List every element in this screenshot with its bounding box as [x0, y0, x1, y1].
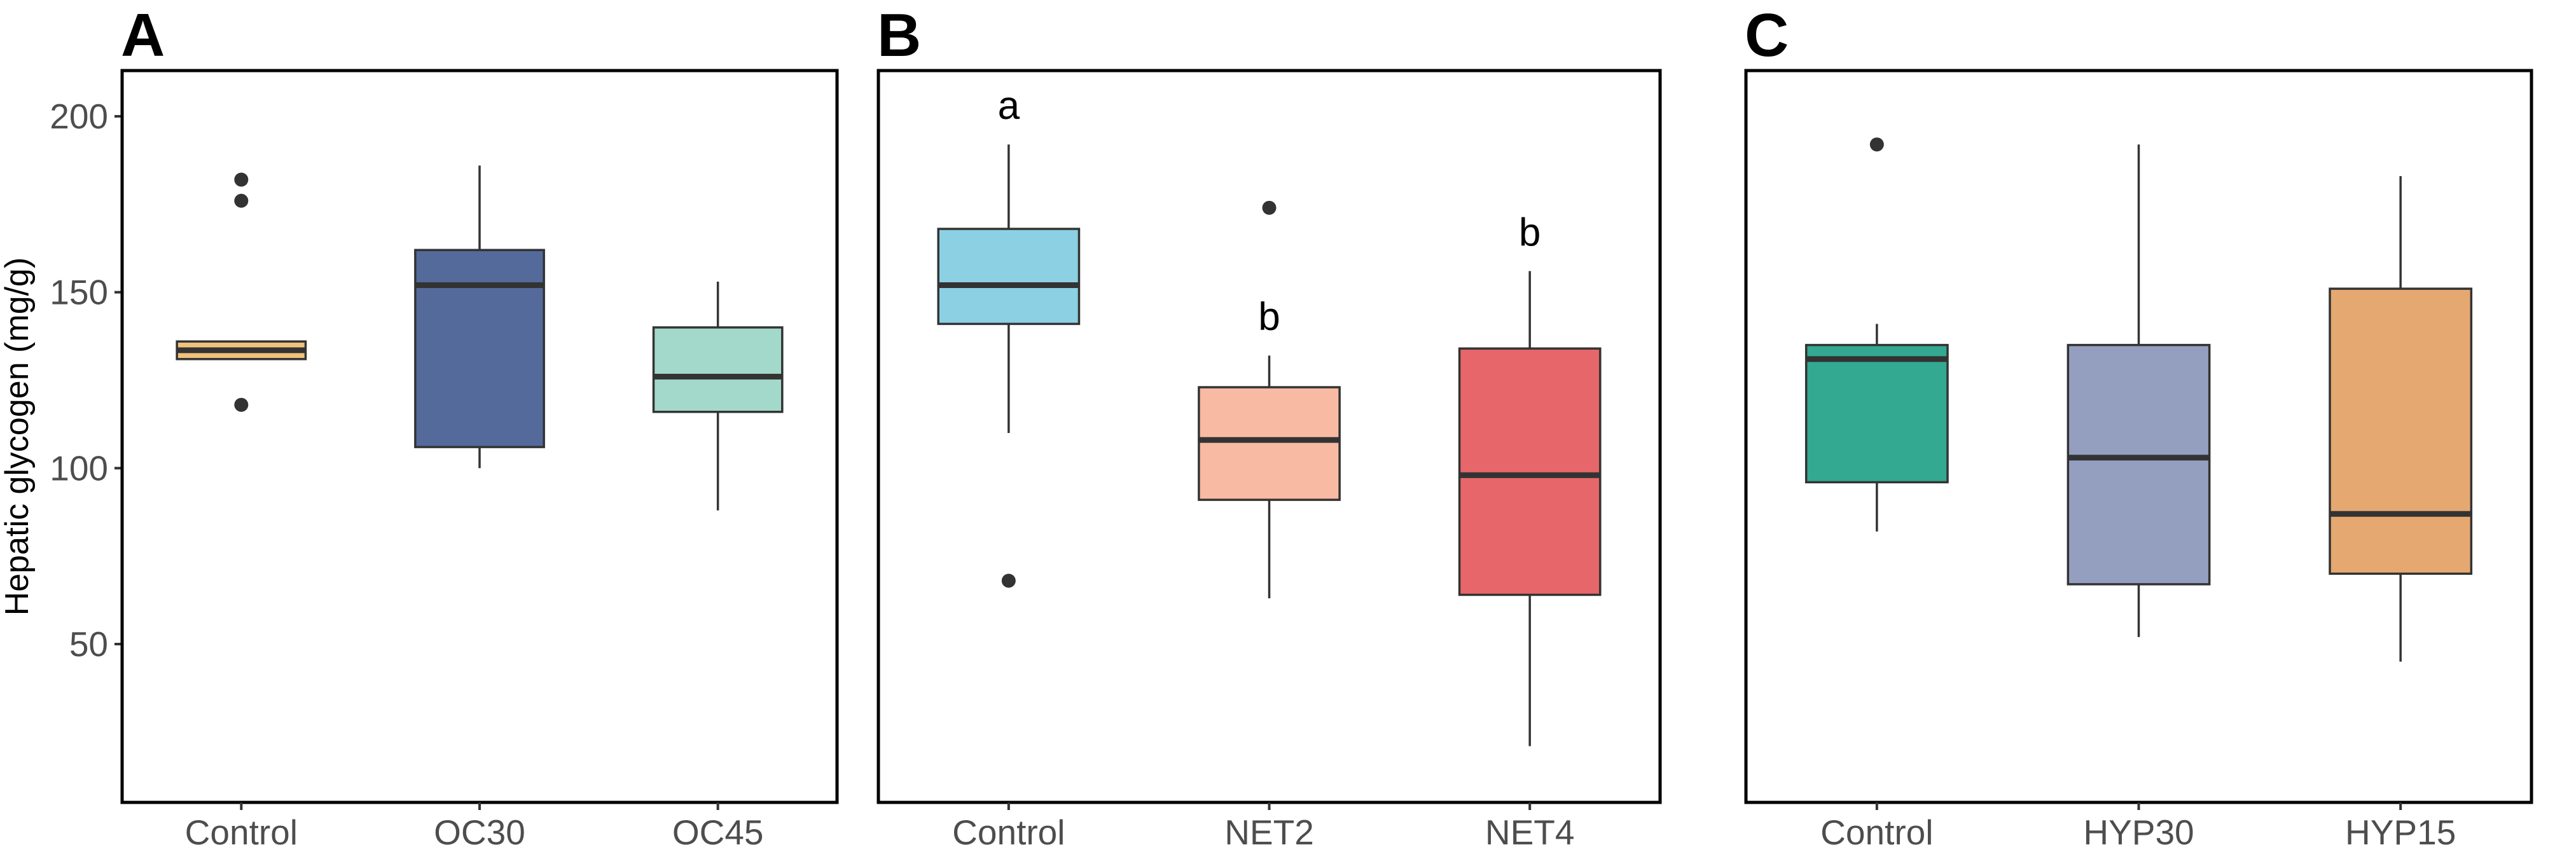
outlier-point — [1001, 574, 1016, 588]
y-tick-label: 150 — [50, 273, 108, 312]
significance-letter: b — [1519, 210, 1541, 254]
outlier-point — [234, 397, 249, 412]
panel-letter: C — [1745, 1, 1789, 69]
box-body — [1198, 386, 1341, 501]
box-body — [2067, 343, 2211, 586]
panel-letter: B — [877, 1, 921, 69]
y-tick-label: 100 — [50, 448, 108, 488]
box-control — [1804, 137, 1949, 532]
x-tick-label: OC30 — [434, 813, 525, 845]
box-body — [652, 326, 784, 413]
box-body — [414, 249, 545, 448]
panel-letter: A — [121, 1, 165, 69]
box-body — [2329, 287, 2473, 575]
box-oc45 — [652, 282, 784, 511]
box-oc30 — [414, 165, 545, 469]
significance-letter: b — [1258, 295, 1280, 339]
box-body — [937, 228, 1081, 326]
x-tick-label: NET2 — [1224, 813, 1314, 845]
outlier-point — [1869, 137, 1884, 152]
significance-letter: a — [998, 84, 1020, 128]
x-tick-label: Control — [952, 813, 1065, 845]
panel-a: A Control OC30 OC45 — [120, 1, 839, 845]
outlier-point — [234, 172, 249, 187]
panel-c: C Control HYP30 HYP15 — [1744, 1, 2533, 845]
box-body — [1458, 347, 1602, 596]
box-net4: b — [1458, 210, 1602, 746]
x-tick-label: HYP15 — [2345, 813, 2456, 845]
y-tick-label: 200 — [50, 97, 108, 136]
box-control — [176, 172, 307, 412]
outlier-point — [1262, 200, 1277, 215]
box-hyp30 — [2067, 144, 2211, 637]
x-tick-label: HYP30 — [2083, 813, 2194, 845]
panel-b: B Control NET2 NET4 a b b — [876, 1, 1662, 845]
x-tick-label: OC45 — [672, 813, 764, 845]
box-hyp15 — [2329, 176, 2473, 662]
x-tick-label: NET4 — [1485, 813, 1575, 845]
x-tick-label: Control — [1820, 813, 1933, 845]
x-tick-label: Control — [185, 813, 298, 845]
y-tick-label: 50 — [69, 624, 108, 664]
box-control: a — [937, 84, 1081, 588]
box-body — [1804, 343, 1949, 484]
outlier-point — [234, 193, 249, 208]
box-net2: b — [1198, 200, 1341, 599]
y-axis-title: Hepatic glycogen (mg/g) — [0, 258, 36, 616]
